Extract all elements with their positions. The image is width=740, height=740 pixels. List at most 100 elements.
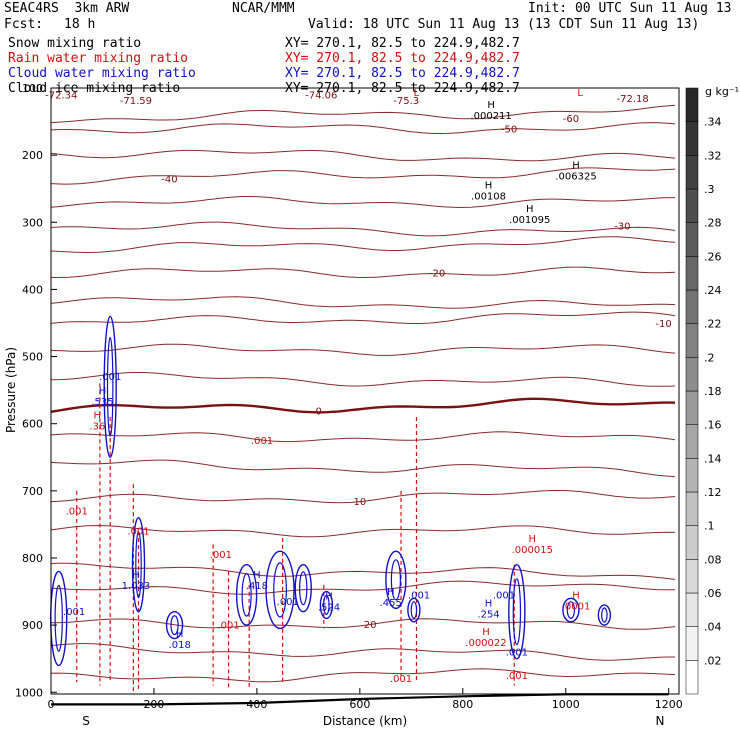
temperature-contour: [50, 149, 676, 162]
extremum-value: .254: [477, 609, 499, 620]
temperature-contour: [50, 580, 676, 595]
cloud-water-contour: [601, 607, 608, 623]
temperature-contour: [50, 643, 675, 661]
x-tick-label: 800: [452, 698, 473, 711]
colorbar-swatch: [685, 424, 699, 459]
extremum-marker: H: [94, 410, 102, 421]
colorbar-swatch: [685, 357, 699, 392]
extremum-marker: H: [99, 386, 107, 397]
temperature-contour: [50, 489, 676, 504]
extremum-value: .455: [380, 598, 402, 609]
rain-water-label: .001: [127, 526, 149, 537]
forecast-hours: 18 h: [64, 17, 96, 32]
rain-water-label: .001: [506, 671, 528, 682]
temperature-contour-label: -71.59: [120, 96, 152, 107]
x-tick-label: 1200: [655, 698, 683, 711]
forecast-label: Fcst:: [4, 17, 44, 32]
colorbar-swatch: [685, 121, 699, 156]
cloud-water-contour: [235, 563, 258, 626]
cloud-water-contour: [319, 590, 334, 620]
temperature-contour: [50, 296, 676, 309]
colorbar-swatch: [685, 188, 699, 223]
temperature-contour: [51, 372, 676, 387]
cloud-water-label: .001: [493, 590, 515, 601]
colorbar-tick-label: .06: [704, 587, 722, 600]
x-tick-label: 0: [48, 698, 55, 711]
cloud-water-contour: [294, 563, 312, 613]
valid-time: Valid: 18 UTC Sun 11 Aug 13 (13 CDT Sun …: [308, 17, 700, 32]
extremum-marker: H: [529, 534, 537, 545]
temperature-contour: [50, 668, 676, 683]
x-tick-label: 1000: [552, 698, 580, 711]
cloud-water-contour: [410, 601, 418, 619]
extremum-value: .000022: [465, 638, 506, 649]
colorbar-tick-label: .2: [704, 351, 715, 364]
temperature-contour-label: -30: [614, 222, 630, 233]
extremum-value: .006325: [555, 172, 596, 183]
cloud-water-contour: [131, 516, 146, 613]
init-time: Init: 00 UTC Sun 11 Aug 13: [528, 1, 732, 16]
cloud-water-label: .001: [506, 647, 528, 658]
cloud-water-contour: [566, 601, 576, 619]
cloud-water-contour: [106, 336, 114, 437]
colorbar-swatch: [685, 289, 699, 324]
colorbar-swatch: [685, 87, 699, 122]
extremum-marker: H: [526, 204, 534, 215]
extremum-value: .001095: [509, 215, 550, 226]
extremum-value: .000015: [512, 545, 553, 556]
temperature-contour: [50, 104, 676, 124]
temperature-contour: [50, 221, 676, 237]
y-tick-label: 700: [22, 485, 43, 498]
mark-layer: .001 .001 .001 .001 .001 .001 .001 .001 .001 .001…: [50, 88, 669, 706]
field-name-snow: Snow mixing ratio: [8, 36, 142, 51]
colorbar-tick-label: .32: [704, 149, 722, 162]
temperature-contour-label: -75.3: [393, 96, 419, 107]
colorbar-swatch: [685, 525, 699, 560]
extremum-value: .000211: [470, 111, 511, 122]
extremum-marker: H: [572, 161, 580, 172]
temperature-contour: [50, 236, 676, 254]
x-tick-label: 200: [143, 698, 164, 711]
colorbar-tick-label: .12: [704, 486, 722, 499]
temperature-contour: [50, 618, 676, 630]
rain-water-label: .001: [390, 674, 412, 685]
colorbar-swatch: [685, 559, 699, 594]
extremum-value: .36: [89, 421, 105, 432]
cloud-water-contour: [265, 550, 295, 630]
y-tick-label: 900: [22, 619, 43, 632]
colorbar-tick-label: .14: [704, 452, 722, 465]
extremum-value: .00108: [471, 192, 506, 203]
extremum-value: .524: [318, 603, 340, 614]
colorbar-tick-label: .22: [704, 318, 722, 331]
y-axis-title: Pressure (hPa): [4, 347, 18, 433]
cloud-water-label: .001: [63, 607, 85, 618]
x-axis-title: Distance (km): [323, 714, 407, 728]
cloud-water-label: .001: [408, 590, 430, 601]
cloud-water-contour: [241, 573, 252, 617]
organization-label: NCAR/MMM: [232, 1, 295, 16]
rain-water-label: .001: [217, 620, 239, 631]
temperature-contour-label: -40: [161, 175, 177, 186]
rain-water-label: .001: [210, 550, 232, 561]
extremum-marker: H: [572, 590, 580, 601]
colorbar-tick-label: .08: [704, 553, 722, 566]
colorbar-swatch: [685, 256, 699, 291]
cloud-water-contour: [385, 550, 407, 610]
extremum-value: .418: [246, 581, 268, 592]
field-name-rain: Rain water mixing ratio: [8, 51, 189, 66]
cloud-water-contour: [597, 604, 612, 626]
extremum-value: .018: [169, 640, 191, 651]
colorbar-swatch: [685, 390, 699, 425]
extremum-marker: H: [485, 181, 493, 192]
cloud-water-contour: [390, 559, 401, 601]
cloud-water-label: .001: [277, 597, 299, 608]
x-tick-label: 400: [246, 698, 267, 711]
y-tick-label: 100: [22, 82, 43, 95]
y-tick-label: 600: [22, 418, 43, 431]
extremum-marker: L: [414, 88, 420, 99]
temperature-contour: [50, 459, 676, 478]
colorbar-tick-label: .16: [704, 419, 722, 432]
cloud-water-contour: [508, 563, 526, 660]
temperature-contour: [50, 311, 676, 324]
